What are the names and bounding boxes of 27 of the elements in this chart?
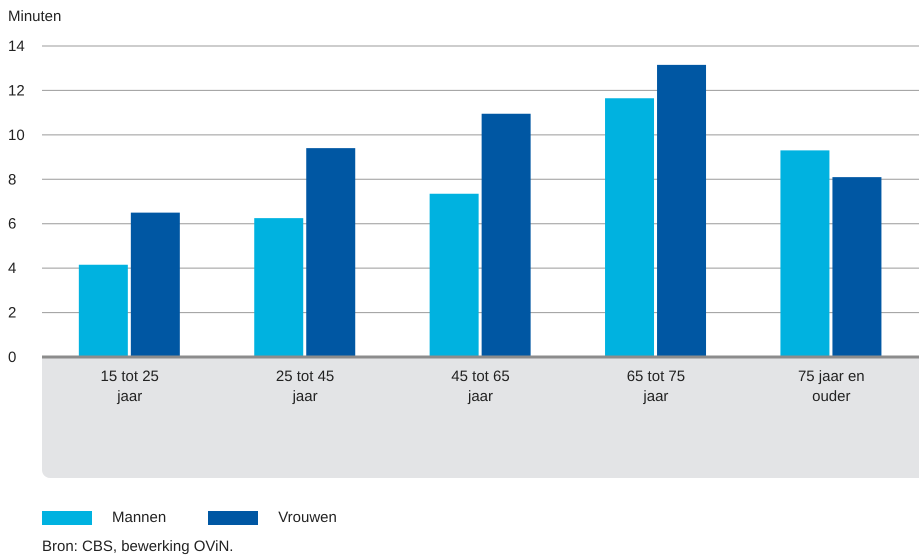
- bar: [780, 150, 830, 357]
- y-tick-label: 8: [8, 171, 16, 188]
- bar: [254, 218, 304, 357]
- x-tick-label: 45 tot 65 jaar: [451, 368, 510, 405]
- x-tick-label: 75 jaar en ouder: [798, 368, 865, 405]
- x-tick-label: 15 tot 25 jaar: [100, 368, 159, 405]
- text: Bron: CBS, bewerking OViN.: [42, 538, 234, 555]
- y-tick-label: 0: [8, 349, 16, 366]
- x-tick-label: 65 tot 75 jaar: [626, 368, 686, 405]
- x-tick-label: 25 tot 45 jaar: [276, 368, 334, 405]
- y-tick-label: 6: [8, 216, 16, 233]
- bar: [430, 194, 479, 357]
- bar: [657, 64, 706, 357]
- legend-label: Mannen: [112, 509, 166, 526]
- bar: [482, 114, 531, 357]
- bar: [306, 148, 356, 357]
- y-tick-label: 14: [8, 38, 25, 55]
- bar: [605, 98, 654, 357]
- bar: [832, 177, 882, 357]
- y-tick-label: 4: [8, 260, 16, 278]
- legend-label: Vrouwen: [278, 509, 337, 526]
- bar: [130, 212, 180, 357]
- y-axis-title: Minuten: [8, 8, 62, 25]
- y-tick-label: 2: [8, 304, 16, 322]
- y-tick-label: 10: [8, 126, 25, 144]
- y-tick-label: 12: [8, 82, 25, 100]
- bar: [78, 264, 128, 357]
